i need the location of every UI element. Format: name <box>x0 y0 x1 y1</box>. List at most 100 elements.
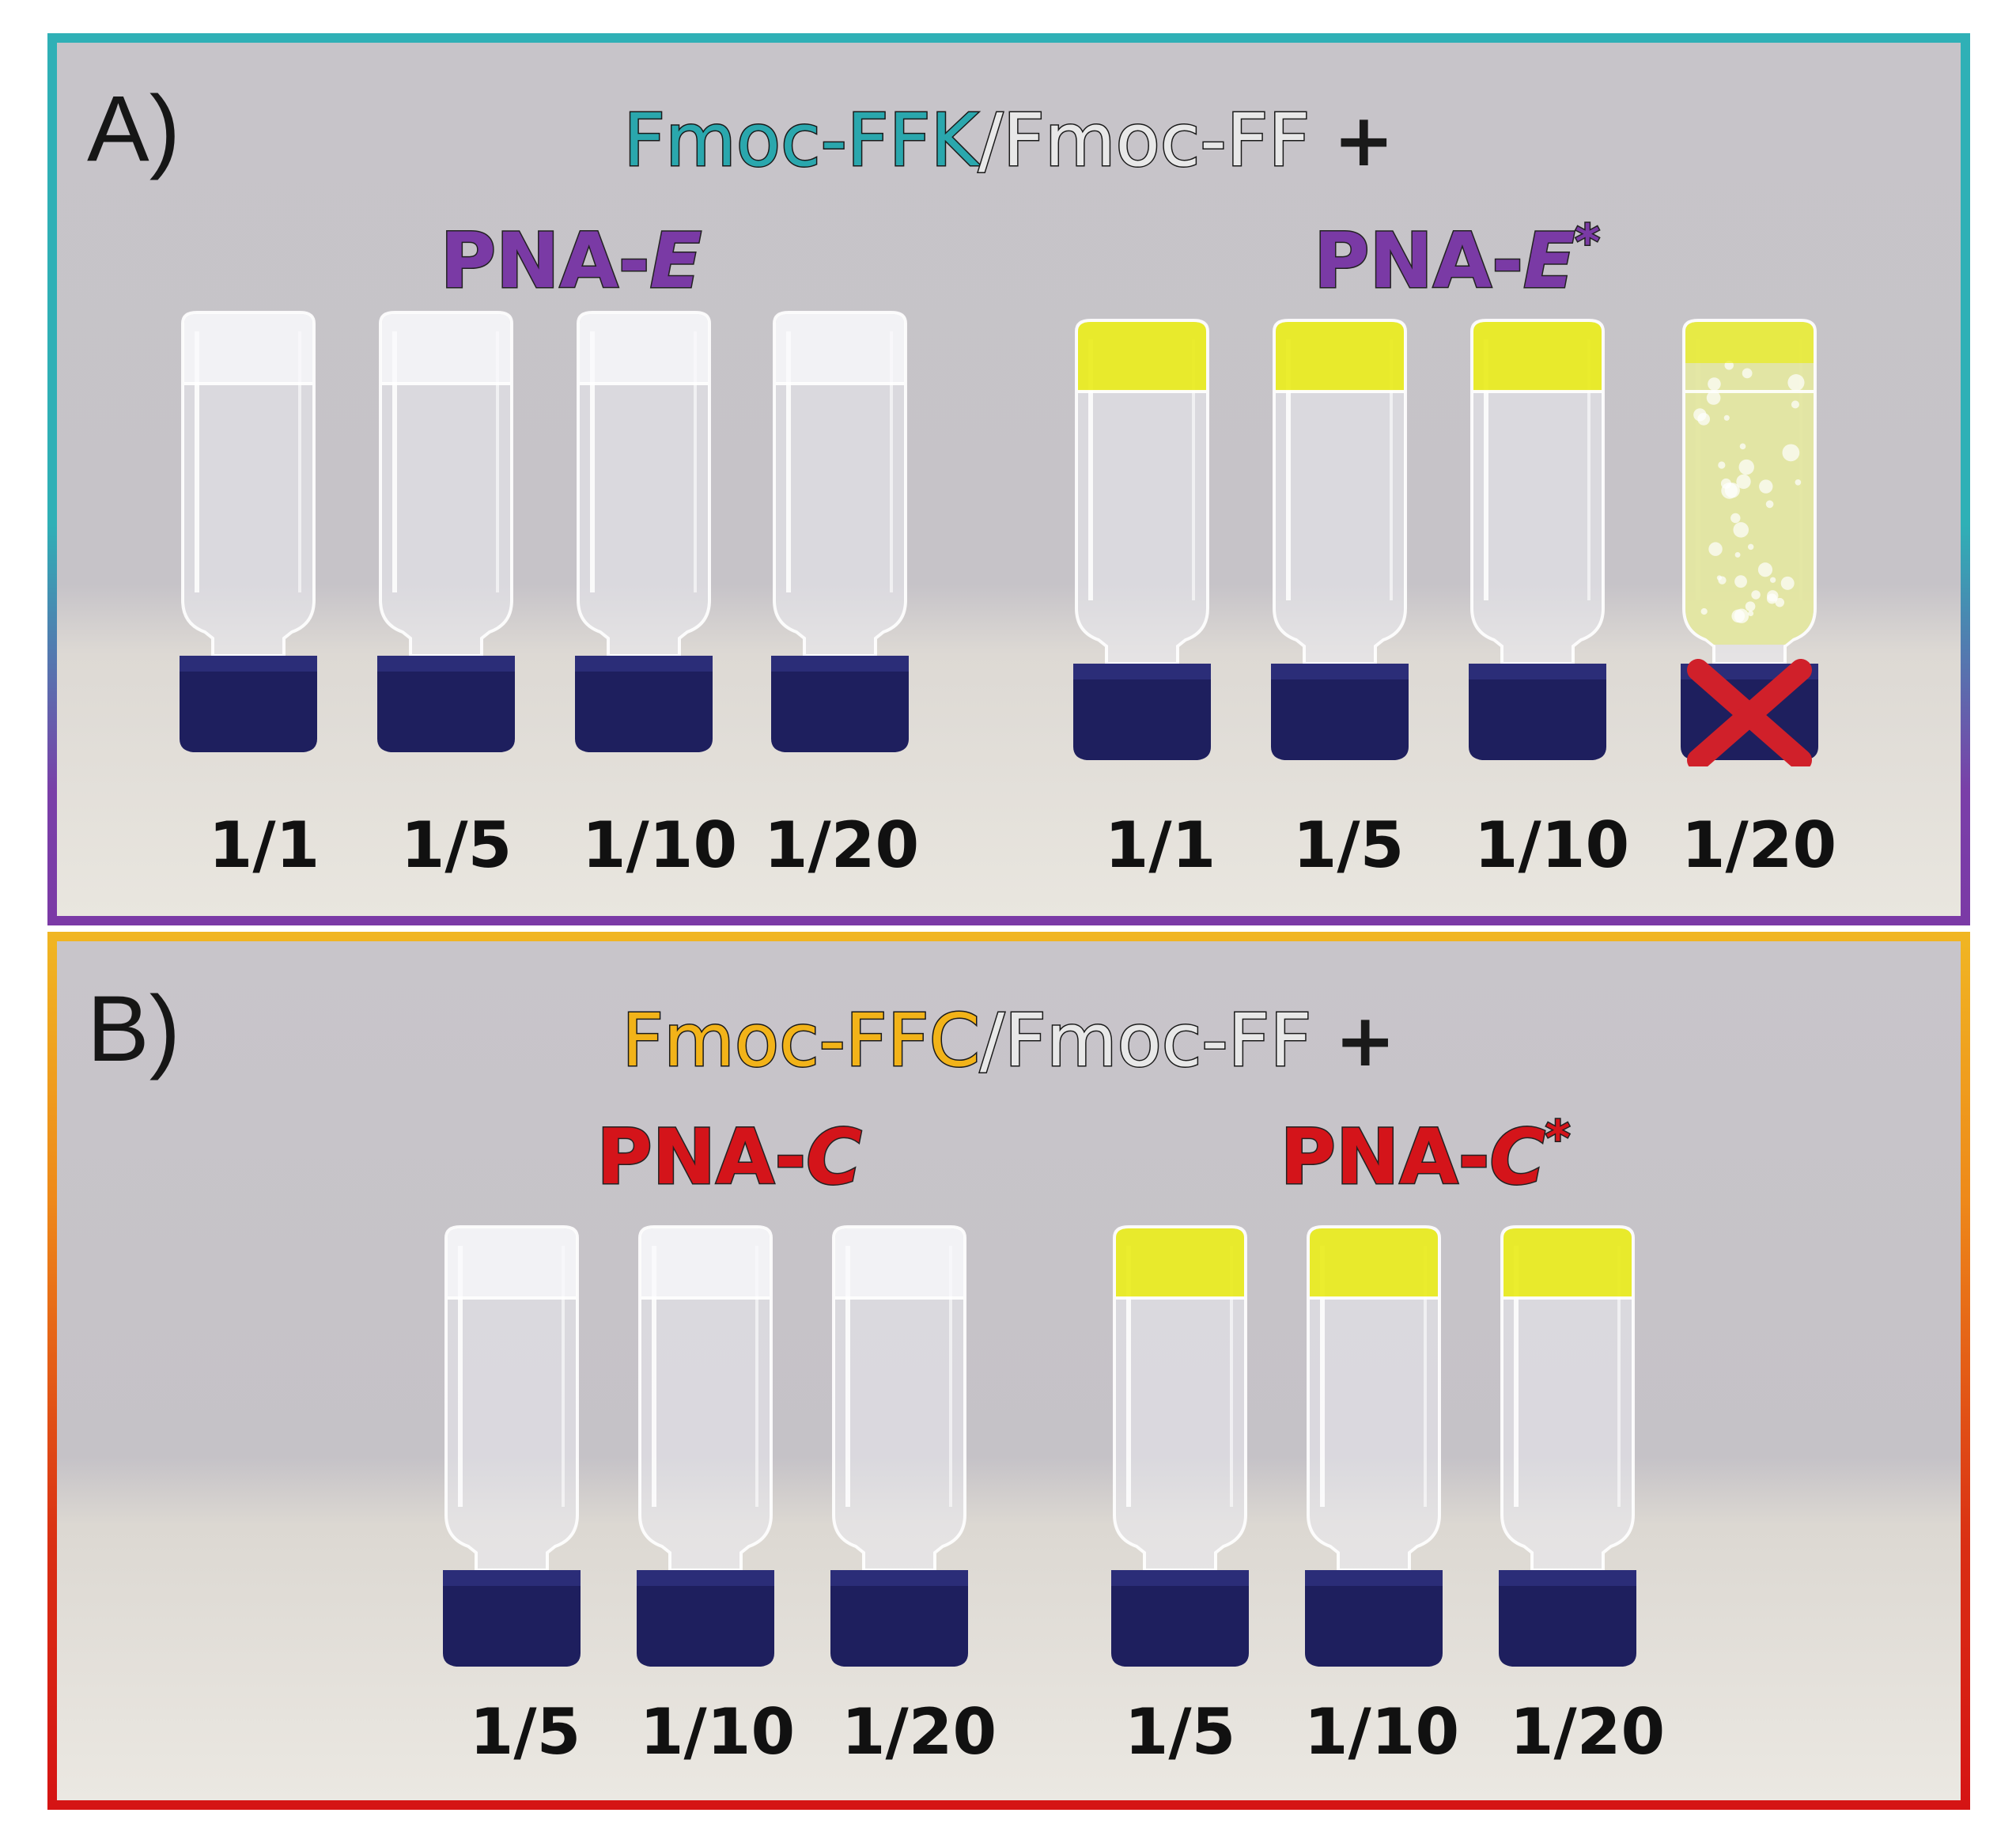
gel-clear <box>835 1228 963 1297</box>
ratio-label: 1/5 <box>438 1701 612 1764</box>
cap-rim <box>443 1570 581 1586</box>
gel-yellow <box>1276 322 1404 391</box>
vial <box>1265 316 1407 766</box>
group-label-pna-e-star: PNA-E* <box>1275 223 1639 299</box>
gel-clear <box>776 314 904 383</box>
gel-bubble <box>1724 415 1730 421</box>
group-label-main: PNA- <box>1314 217 1523 305</box>
ratio-label: 1/5 <box>1261 814 1435 877</box>
vial <box>1492 1222 1635 1673</box>
gel-bubble <box>1795 479 1802 486</box>
gel-bubble <box>1742 369 1753 379</box>
gel-bubble <box>1730 513 1740 523</box>
ratio-label: 1/20 <box>1672 814 1846 877</box>
title-plus: + <box>1335 998 1396 1083</box>
cap-rim <box>1111 1570 1249 1586</box>
title-fmoc-ff: Fmoc-FF <box>1003 98 1310 183</box>
gel-bubble <box>1717 575 1722 580</box>
gel-bubble <box>1708 542 1722 555</box>
vial <box>824 1222 966 1673</box>
title-slash: / <box>978 98 1003 183</box>
group-label-sup: * <box>1575 214 1600 270</box>
cap-rim <box>637 1570 774 1586</box>
ratio-label: 1/20 <box>832 1701 1006 1764</box>
cap-rim <box>1499 1570 1636 1586</box>
ratio-label: 1/20 <box>755 814 929 877</box>
gel-yellow <box>1503 1228 1632 1297</box>
gel-bubble <box>1701 608 1708 615</box>
group-label-pna-e: PNA-E <box>389 223 753 299</box>
panel-a: A) Fmoc-FFK/Fmoc-FF + PNA-E PNA-E* 1/1 1/… <box>47 33 1970 925</box>
cap-rim <box>1305 1570 1443 1586</box>
cap-rim <box>180 656 317 672</box>
group-label-pna-c: PNA-C <box>547 1119 911 1195</box>
gel-bubble <box>1734 575 1747 588</box>
gel-bubble <box>1721 483 1738 499</box>
gel-clear <box>448 1228 576 1297</box>
ratio-label: 1/10 <box>630 1701 804 1764</box>
gel-yellow <box>1310 1228 1438 1297</box>
cap-rim <box>771 656 909 672</box>
gel-bubble <box>1739 460 1754 475</box>
gel-bubble <box>1746 601 1756 611</box>
group-label-italic: E <box>650 217 702 305</box>
vial <box>173 308 316 759</box>
group-label-italic: C <box>806 1113 861 1202</box>
ratio-label: 1/1 <box>1073 814 1247 877</box>
gel-clear <box>382 314 510 383</box>
panel-b: B) Fmoc-FFC/Fmoc-FF + PNA-C PNA-C* 1/5 1/… <box>47 932 1970 1810</box>
gel-bubble <box>1767 593 1777 604</box>
gel-bubble <box>1708 377 1721 391</box>
gel-yellow <box>1078 322 1206 391</box>
vial <box>1067 316 1209 766</box>
ratio-label: 1/1 <box>177 814 351 877</box>
gel-bubble <box>1781 577 1795 590</box>
title-slash: / <box>980 998 1004 1083</box>
gel-bubble <box>1748 611 1753 616</box>
ratio-label: 1/5 <box>1093 1701 1267 1764</box>
gel-bubble <box>1740 444 1746 450</box>
vial <box>569 308 711 759</box>
gel-bubble <box>1734 609 1749 623</box>
vial <box>437 1222 579 1673</box>
group-label-main: PNA- <box>596 1113 806 1202</box>
gel-bubble <box>1759 479 1772 493</box>
gel-bubble <box>1787 374 1804 391</box>
ratio-label: 1/20 <box>1500 1701 1674 1764</box>
vial <box>765 308 907 759</box>
vial <box>1105 1222 1247 1673</box>
title-peptide: Fmoc-FFK <box>623 98 978 183</box>
cap-rim <box>1469 664 1606 679</box>
gel-bubble <box>1733 522 1749 538</box>
vial <box>371 308 513 759</box>
gel-bubble <box>1735 552 1741 558</box>
title-peptide: Fmoc-FFC <box>622 998 980 1083</box>
vial <box>1462 316 1605 766</box>
group-label-italic: E <box>1523 217 1575 305</box>
title-fmoc-ff: Fmoc-FF <box>1004 998 1311 1083</box>
panel-title: Fmoc-FFC/Fmoc-FF + <box>57 1005 1961 1077</box>
gel-yellow <box>1685 322 1814 363</box>
ratio-label: 1/10 <box>1295 1701 1469 1764</box>
vial <box>630 1222 773 1673</box>
gel-clear <box>641 1228 770 1297</box>
group-label-pna-c-star: PNA-C* <box>1243 1119 1607 1195</box>
cap-rim <box>575 656 713 672</box>
gel-bubble <box>1791 400 1799 408</box>
group-label-main: PNA- <box>1280 1113 1490 1202</box>
ratio-label: 1/10 <box>1465 814 1639 877</box>
cap-rim <box>1271 664 1409 679</box>
vial-failed <box>1674 316 1817 766</box>
cap-rim <box>1073 664 1211 679</box>
group-label-sup: * <box>1545 1111 1570 1166</box>
gel-bubble <box>1718 461 1725 468</box>
gel-bubble <box>1766 501 1774 509</box>
gel-yellow <box>1473 322 1602 391</box>
gel-clear <box>580 314 708 383</box>
cap-rim <box>830 1570 968 1586</box>
ratio-label: 1/5 <box>369 814 543 877</box>
gel-bubble <box>1697 413 1710 426</box>
gel-bubble <box>1736 475 1750 489</box>
vial <box>1299 1222 1441 1673</box>
group-label-main: PNA- <box>441 217 650 305</box>
